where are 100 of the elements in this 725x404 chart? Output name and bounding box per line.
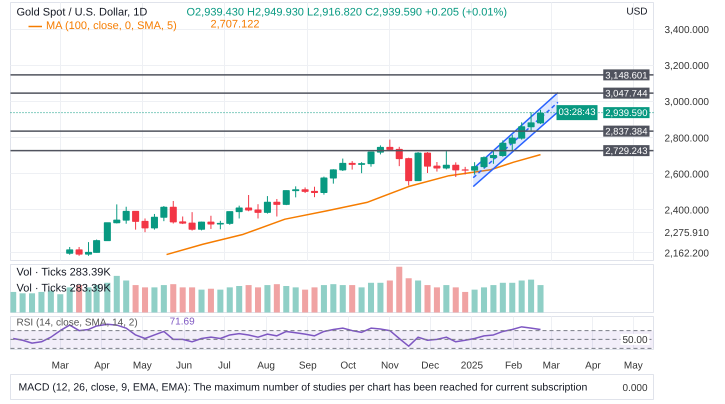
ref-line-label: 2,837.384 — [605, 126, 648, 138]
bar — [490, 285, 496, 312]
candlestick — [264, 196, 271, 214]
candlestick — [508, 134, 516, 151]
text: MA (100, close, 0, SMA, 5) — [46, 20, 177, 32]
y-tick-label: 3,200.000 — [664, 61, 710, 72]
bar — [302, 290, 308, 312]
annotation: 71.69 — [170, 316, 196, 328]
bar — [20, 293, 26, 312]
y-tick-label: 2,162.200 — [664, 248, 710, 260]
x-tick-label: Jul — [218, 360, 231, 372]
candlestick — [471, 162, 478, 176]
bar — [330, 284, 336, 312]
x-tick-label: May — [624, 360, 643, 372]
bar — [518, 280, 525, 312]
bar — [123, 280, 130, 312]
candlestick — [282, 190, 290, 206]
candlestick — [499, 140, 506, 158]
candlestick — [104, 222, 111, 242]
x-tick-label: Apr — [94, 360, 110, 372]
candlestick — [226, 210, 234, 226]
bar — [274, 284, 280, 312]
bar — [528, 280, 534, 312]
bar — [226, 287, 233, 312]
candlestick — [490, 150, 497, 164]
bar — [320, 285, 327, 312]
candlestick — [330, 168, 337, 184]
bar — [434, 287, 440, 312]
x-tick-label: 2025 — [460, 360, 484, 372]
annotation: 03:28:43 — [558, 107, 596, 118]
bar — [114, 276, 120, 312]
candlestick — [339, 158, 346, 172]
bar — [151, 287, 158, 312]
bar — [57, 294, 64, 312]
candlestick — [273, 198, 280, 217]
candlestick — [160, 206, 168, 222]
candlestick — [433, 161, 440, 172]
ref-line-label: 2,729.243 — [605, 146, 648, 158]
x-tick-label: Nov — [380, 360, 399, 372]
candlestick — [452, 162, 460, 178]
annotation: 2,707.122 — [210, 18, 260, 30]
candlestick — [320, 176, 328, 196]
bar — [142, 287, 148, 312]
candlestick — [113, 204, 120, 224]
ref-line-label: 3,047.744 — [605, 88, 648, 100]
y-tick-label: 3,400.000 — [664, 25, 710, 36]
bar — [170, 284, 176, 312]
bar — [236, 286, 242, 312]
bar — [208, 288, 214, 312]
bar — [217, 290, 224, 312]
y-axis-title: USD — [626, 6, 648, 18]
candlestick — [141, 218, 149, 233]
candlestick — [358, 162, 366, 174]
bar — [28, 293, 36, 312]
bar — [396, 266, 402, 312]
bar — [340, 285, 346, 312]
bar — [38, 292, 44, 312]
candlestick — [405, 157, 412, 186]
text: 0.000 — [622, 383, 648, 394]
bar — [386, 280, 393, 312]
bar — [358, 287, 365, 312]
candlestick — [480, 156, 488, 169]
candlestick — [254, 204, 262, 219]
bar — [443, 285, 450, 312]
bar — [349, 285, 356, 312]
candlestick — [424, 152, 432, 174]
candlestick — [122, 206, 130, 224]
line-series — [166, 154, 542, 256]
ref-line-label: 2,939.590 — [605, 108, 648, 120]
y-tick-label: 2,800.000 — [664, 133, 710, 144]
bar — [424, 285, 431, 312]
x-tick-label: Aug — [257, 360, 275, 372]
candlestick — [245, 194, 252, 212]
bar — [132, 285, 139, 312]
bar — [180, 287, 186, 312]
bar — [246, 285, 252, 312]
x-tick-label: Jun — [176, 360, 192, 372]
text: MACD (12, 26, close, 9, EMA, EMA): The maximum number of studies per chart has been reached for current subscription — [18, 382, 588, 394]
x-tick-label: Oct — [340, 360, 356, 372]
chart-subtitle: O2,939.430 H2,949.930 L2,916.820 C2,939.590 +0.205 (+0.01%) — [186, 6, 507, 18]
bar — [283, 286, 290, 312]
annotation: 50.00 — [622, 334, 648, 346]
candlestick — [367, 152, 375, 168]
candlestick — [442, 150, 450, 170]
y-tick-label: 3,000.000 — [664, 97, 710, 108]
annotation: Vol · Ticks 283.39K — [16, 266, 112, 278]
candlestick — [170, 200, 177, 224]
x-tick-label: Mar — [52, 360, 70, 372]
bar — [292, 287, 299, 312]
bar — [480, 287, 488, 312]
bar — [377, 282, 384, 312]
bar — [452, 287, 459, 312]
y-tick-label: 2,275.910 — [664, 228, 710, 239]
bar — [10, 292, 16, 312]
x-tick-label: Sep — [298, 360, 318, 372]
bar — [415, 280, 422, 312]
y-tick-label: 2,400.000 — [664, 205, 710, 216]
x-tick-label: Dec — [421, 360, 440, 372]
bar — [160, 285, 167, 312]
x-tick-label: May — [132, 360, 152, 372]
